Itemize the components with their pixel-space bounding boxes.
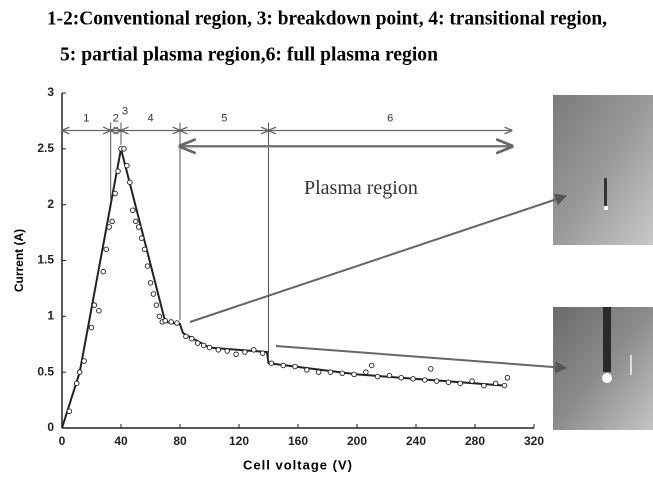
data-point [76, 369, 83, 375]
title-line: 5: partial plasma region,6: full plasma … [60, 44, 438, 66]
y-axis-label: Current (A) [12, 229, 26, 292]
pointer [189, 193, 568, 323]
region-label: 2 [113, 112, 119, 124]
data-point [492, 380, 499, 387]
data-point [292, 363, 298, 370]
y-tick-label: 0 [47, 420, 54, 434]
data-point [386, 372, 393, 379]
data-point [121, 146, 127, 152]
data-point [259, 350, 266, 356]
data-point [183, 333, 189, 340]
data-point [132, 218, 139, 225]
data-point [501, 382, 508, 389]
data-point [242, 349, 248, 355]
data-point [81, 358, 87, 364]
data-point [144, 263, 151, 269]
data-point [168, 319, 174, 325]
data-point [138, 235, 145, 241]
data-point [469, 378, 475, 384]
data-point [410, 376, 416, 382]
data-point [194, 340, 201, 346]
data-point [189, 335, 195, 342]
data-point [422, 377, 428, 383]
data-point [91, 302, 98, 308]
x-tick-label: 200 [347, 434, 367, 448]
data-point [268, 360, 275, 366]
region-label: 4 [147, 112, 153, 124]
data-point [351, 371, 357, 378]
data-point [504, 375, 511, 381]
data-point [135, 224, 142, 230]
data-point [369, 362, 375, 369]
photo [553, 307, 653, 430]
pointer [275, 345, 568, 374]
x-tick-label: 160 [288, 434, 308, 448]
region-label: 5 [221, 112, 227, 124]
data-point [147, 280, 154, 286]
y-tick-label: 1.5 [37, 253, 54, 267]
data-point [250, 347, 257, 353]
x-axis-label: Cell voltage (V) [243, 457, 353, 472]
data-point [162, 318, 168, 324]
x-tick-label: 240 [406, 434, 426, 448]
data-point [363, 369, 369, 375]
data-point [156, 313, 163, 320]
data-point [174, 320, 180, 326]
data-point [153, 302, 160, 308]
data-point [215, 347, 222, 353]
plasma-label: Plasma region [304, 177, 418, 199]
data-point [481, 382, 487, 389]
data-point [315, 369, 322, 375]
data-point [445, 379, 452, 385]
x-tick-label: 120 [229, 434, 249, 448]
data-point [150, 291, 157, 297]
data-point [224, 348, 230, 354]
data-point [130, 207, 136, 213]
y-tick-label: 2 [47, 197, 54, 211]
data-point [73, 380, 80, 387]
y-tick-label: 1 [47, 309, 54, 323]
data-point [115, 168, 121, 174]
data-point [106, 224, 112, 230]
data-point [200, 342, 207, 349]
data-point [112, 190, 118, 197]
data-point [103, 246, 109, 253]
region-label: 3 [122, 105, 128, 117]
x-tick-label: 280 [465, 434, 485, 448]
x-tick-label: 0 [59, 434, 66, 448]
data-point [109, 218, 115, 225]
data-point [457, 380, 464, 387]
data-point [127, 179, 133, 186]
data-point [428, 366, 434, 372]
y-tick-label: 3 [47, 85, 54, 99]
data-point [280, 362, 287, 369]
data-point [398, 375, 405, 381]
data-point [66, 408, 73, 415]
data-point [374, 373, 381, 380]
x-tick-label: 40 [114, 434, 128, 448]
data-point [124, 162, 130, 169]
data-point [233, 351, 239, 358]
y-tick-label: 2.5 [37, 141, 54, 155]
y-tick-label: 0.5 [37, 364, 54, 378]
data-point [433, 378, 440, 384]
data-point [88, 324, 95, 331]
x-tick-label: 320 [524, 434, 544, 448]
data-point [206, 344, 213, 351]
data-point [327, 369, 334, 375]
data-point [100, 268, 107, 275]
data-point [339, 370, 346, 377]
title-line: 1-2:Conventional region, 3: breakdown po… [47, 8, 607, 30]
fit-line [61, 148, 505, 429]
region-label: 6 [387, 112, 393, 124]
data-point [141, 246, 148, 253]
photo [553, 95, 653, 245]
region-label: 1 [83, 112, 89, 124]
data-point [304, 367, 310, 373]
data-point [96, 308, 102, 314]
x-tick-label: 80 [173, 434, 187, 448]
